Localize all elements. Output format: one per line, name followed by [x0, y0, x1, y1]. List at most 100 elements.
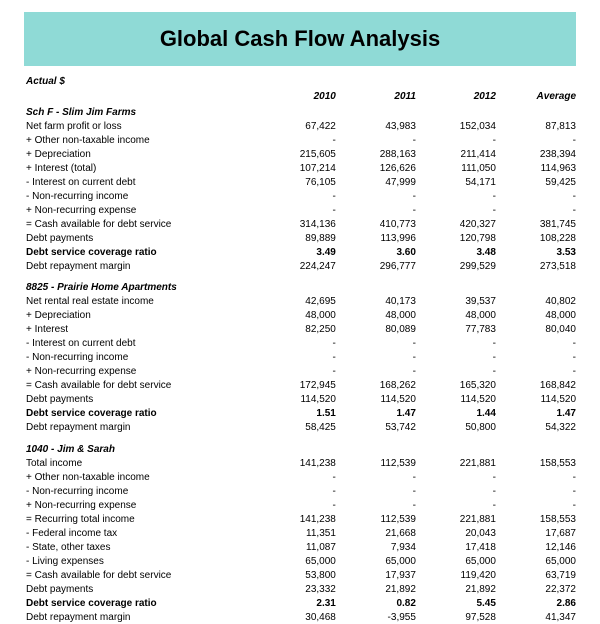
table-row: Debt repayment margin58,42553,74250,8005…: [24, 421, 576, 435]
row-value: -: [336, 498, 416, 512]
row-value: 48,000: [416, 309, 496, 323]
row-value: 53,800: [256, 568, 336, 582]
row-value: 165,320: [416, 379, 496, 393]
row-label: + Non-recurring expense: [24, 498, 256, 512]
row-value: 238,394: [496, 147, 576, 161]
row-value: 221,881: [416, 456, 496, 470]
row-label: Debt payments: [24, 231, 256, 245]
row-value: 12,146: [496, 540, 576, 554]
row-label: - Interest on current debt: [24, 175, 256, 189]
row-value: 76,105: [256, 175, 336, 189]
row-value: 54,322: [496, 421, 576, 435]
row-label: + Non-recurring expense: [24, 203, 256, 217]
row-label: - Non-recurring income: [24, 189, 256, 203]
row-value: 77,783: [416, 323, 496, 337]
row-value: 89,889: [256, 231, 336, 245]
row-value: 54,171: [416, 175, 496, 189]
row-value: 410,773: [336, 217, 416, 231]
row-value: 43,983: [336, 119, 416, 133]
row-value: 273,518: [496, 259, 576, 273]
row-value: 114,520: [336, 393, 416, 407]
section-header: 1040 - Jim & Sarah: [24, 435, 576, 457]
row-value: -: [416, 133, 496, 147]
section-header-label: 1040 - Jim & Sarah: [24, 435, 576, 457]
column-header-row: 2010 2011 2012 Average: [24, 89, 576, 106]
row-value: 5.45: [416, 596, 496, 610]
table-row: - Interest on current debt----: [24, 337, 576, 351]
row-value: 152,034: [416, 119, 496, 133]
table-row: - Living expenses65,00065,00065,00065,00…: [24, 554, 576, 568]
table-row: Debt payments89,889113,996120,798108,228: [24, 231, 576, 245]
row-value: 120,798: [416, 231, 496, 245]
row-value: 114,963: [496, 161, 576, 175]
row-label: + Depreciation: [24, 309, 256, 323]
table-row: Total income141,238112,539221,881158,553: [24, 456, 576, 470]
row-label: - State, other taxes: [24, 540, 256, 554]
row-value: 168,262: [336, 379, 416, 393]
row-value: 141,238: [256, 512, 336, 526]
row-value: 21,892: [336, 582, 416, 596]
row-value: -: [256, 351, 336, 365]
table-row: + Depreciation215,605288,163211,414238,3…: [24, 147, 576, 161]
row-value: -: [416, 498, 496, 512]
table-row: = Recurring total income141,238112,53922…: [24, 512, 576, 526]
table-row: Net farm profit or loss67,42243,983152,0…: [24, 119, 576, 133]
row-value: -: [496, 351, 576, 365]
row-value: -: [336, 365, 416, 379]
row-value: -: [256, 498, 336, 512]
row-value: -3,955: [336, 610, 416, 624]
row-value: -: [336, 189, 416, 203]
row-value: -: [416, 470, 496, 484]
title-banner: Global Cash Flow Analysis: [24, 12, 576, 66]
table-row: = Cash available for debt service53,8001…: [24, 568, 576, 582]
row-value: 7,934: [336, 540, 416, 554]
table-row: - State, other taxes11,0877,93417,41812,…: [24, 540, 576, 554]
row-value: 113,996: [336, 231, 416, 245]
row-value: 158,553: [496, 512, 576, 526]
row-label: Debt repayment margin: [24, 421, 256, 435]
section-header-label: 8825 - Prairie Home Apartments: [24, 273, 576, 295]
row-value: 112,539: [336, 512, 416, 526]
row-value: 59,425: [496, 175, 576, 189]
row-value: 211,414: [416, 147, 496, 161]
col-blank: [24, 89, 256, 106]
row-value: -: [256, 365, 336, 379]
row-value: -: [336, 470, 416, 484]
row-value: 3.60: [336, 245, 416, 259]
table-row: - Non-recurring income----: [24, 351, 576, 365]
row-value: 58,425: [256, 421, 336, 435]
col-2010: 2010: [256, 89, 336, 106]
row-value: -: [336, 203, 416, 217]
table-row: - Federal income tax11,35121,66820,04317…: [24, 526, 576, 540]
row-value: 65,000: [416, 554, 496, 568]
row-value: 3.49: [256, 245, 336, 259]
row-value: 80,040: [496, 323, 576, 337]
row-label: Debt service coverage ratio: [24, 596, 256, 610]
row-label: = Cash available for debt service: [24, 379, 256, 393]
row-value: 40,173: [336, 295, 416, 309]
table-row: + Interest (total)107,214126,626111,0501…: [24, 161, 576, 175]
col-2011: 2011: [336, 89, 416, 106]
row-value: -: [416, 484, 496, 498]
row-value: 87,813: [496, 119, 576, 133]
row-label: - Interest on current debt: [24, 337, 256, 351]
row-value: -: [256, 189, 336, 203]
row-label: Debt repayment margin: [24, 610, 256, 624]
table-row: + Non-recurring expense----: [24, 365, 576, 379]
row-value: 2.86: [496, 596, 576, 610]
row-value: -: [256, 470, 336, 484]
row-value: 296,777: [336, 259, 416, 273]
row-value: -: [496, 470, 576, 484]
row-label: + Other non-taxable income: [24, 470, 256, 484]
section-header-label: Sch F - Slim Jim Farms: [24, 106, 576, 120]
row-value: 41,347: [496, 610, 576, 624]
row-value: 1.47: [336, 407, 416, 421]
row-value: -: [256, 484, 336, 498]
row-value: 67,422: [256, 119, 336, 133]
row-value: 53,742: [336, 421, 416, 435]
row-value: 119,420: [416, 568, 496, 582]
table-row: Debt service coverage ratio3.493.603.483…: [24, 245, 576, 259]
row-label: Net rental real estate income: [24, 295, 256, 309]
row-value: 221,881: [416, 512, 496, 526]
row-value: 420,327: [416, 217, 496, 231]
